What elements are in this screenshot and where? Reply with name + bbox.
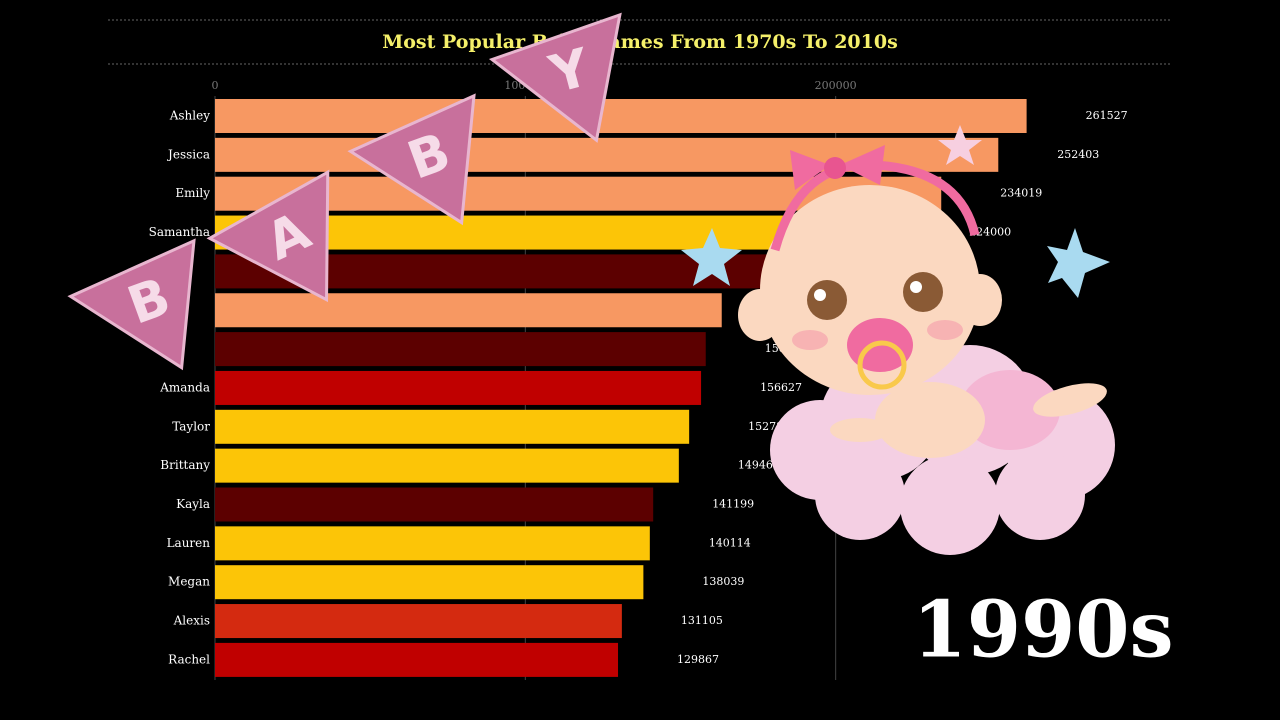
- pennant: B: [347, 93, 476, 226]
- category-label: Rachel: [168, 652, 210, 666]
- bar: [215, 293, 722, 328]
- period-label: 1990s: [912, 585, 1173, 676]
- value-label: 129867: [677, 653, 719, 666]
- bar: [215, 409, 690, 444]
- bar: [215, 332, 706, 367]
- value-label: 156627: [760, 381, 802, 394]
- value-label: 131105: [681, 614, 723, 627]
- pennant: B: [67, 238, 196, 371]
- category-label: Alexis: [173, 614, 210, 628]
- pennant-flag: [67, 238, 196, 371]
- value-label: 138039: [702, 575, 744, 588]
- x-tick-label: 0: [212, 79, 219, 92]
- value-label: 141199: [712, 498, 754, 511]
- category-label: Megan: [168, 575, 210, 589]
- bar: [215, 99, 1027, 133]
- bar: [215, 448, 679, 483]
- bar: [215, 604, 622, 639]
- bar: [215, 642, 619, 677]
- x-tick-label: 200000: [815, 79, 857, 92]
- category-label: Jessica: [166, 147, 210, 161]
- value-label: 234019: [1000, 187, 1042, 200]
- category-label: Ashley: [169, 109, 210, 123]
- bar: [215, 487, 654, 522]
- category-label: Kayla: [176, 497, 210, 511]
- category-label: Emily: [175, 186, 210, 200]
- pennant: A: [206, 169, 330, 303]
- category-label: Brittany: [160, 458, 210, 472]
- chart-title: Most Popular Baby Names From 1970s To 20…: [382, 31, 898, 53]
- bar: [215, 526, 650, 561]
- bar: [215, 565, 644, 600]
- category-label: Samantha: [149, 225, 210, 239]
- pennant-flag: [488, 12, 622, 143]
- bar: [215, 370, 702, 405]
- category-label: Taylor: [172, 419, 210, 433]
- pennant: Y: [488, 12, 622, 143]
- value-label: 149462: [738, 459, 780, 472]
- pennant-flag: [347, 93, 476, 226]
- baby-illustration: [681, 125, 1115, 555]
- value-label: 261527: [1086, 109, 1128, 122]
- category-label: Amanda: [159, 380, 210, 394]
- category-label: Lauren: [167, 536, 211, 550]
- pennant-flag: [206, 169, 330, 303]
- value-label: 224000: [969, 226, 1011, 239]
- value-label: 140114: [709, 536, 751, 549]
- value-label: 252403: [1057, 148, 1099, 161]
